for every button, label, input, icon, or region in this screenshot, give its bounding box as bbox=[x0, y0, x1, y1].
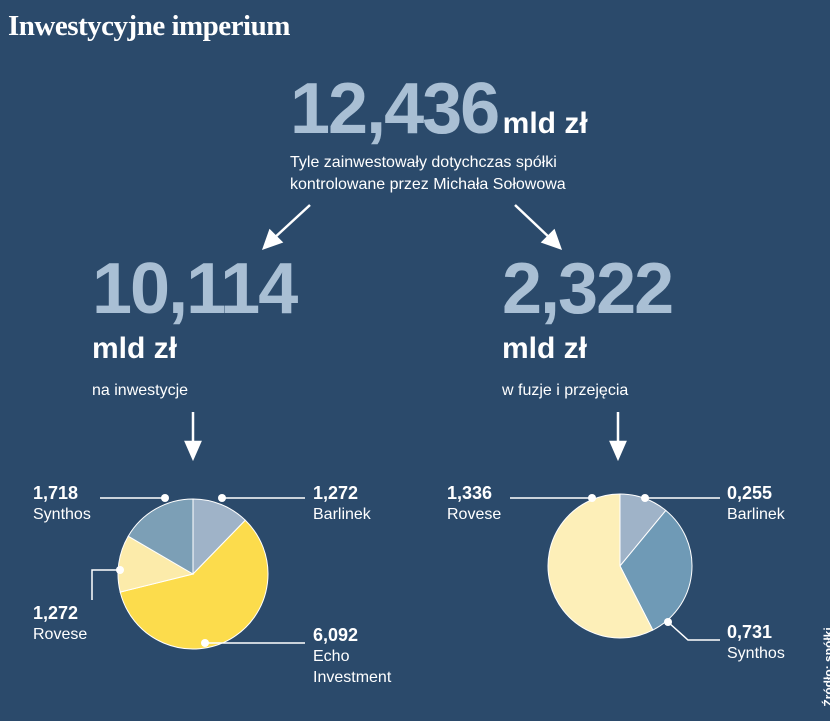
branch-amount: 2,322 bbox=[502, 249, 674, 329]
slice-value: 1,272 bbox=[33, 603, 79, 623]
arrow-head bbox=[609, 440, 627, 462]
description-line: kontrolowane przez Michała Sołowowa bbox=[290, 176, 566, 193]
pie-slice bbox=[117, 535, 195, 593]
arrows bbox=[184, 204, 627, 462]
total-block: 12,436 mld zł bbox=[290, 68, 588, 150]
description-line: Tyle zainwestowały dotychczas spółki bbox=[290, 154, 557, 171]
slice-name: Synthos bbox=[33, 506, 91, 523]
leader-line bbox=[667, 621, 720, 641]
leader-dot bbox=[588, 494, 596, 502]
leader-line bbox=[91, 569, 120, 600]
total-unit: mld zł bbox=[502, 107, 588, 140]
slice-name: Rovese bbox=[33, 626, 88, 643]
leader-dot bbox=[161, 494, 169, 502]
pie-slice bbox=[547, 493, 654, 639]
slice-label: 0,255 Barlinek bbox=[727, 483, 827, 525]
branch-caption: na inwestycje bbox=[92, 382, 189, 399]
slice-value: 6,092 bbox=[313, 625, 359, 645]
pie-slice bbox=[127, 498, 194, 575]
leader-dot bbox=[201, 639, 209, 647]
slice-name: Echo Investment bbox=[313, 648, 392, 686]
description: Tyle zainwestowały dotychczas spółki kon… bbox=[290, 152, 566, 196]
slice-value: 0,255 bbox=[727, 483, 773, 503]
pie-slice bbox=[192, 498, 247, 576]
slice-label: 1,336 Rovese bbox=[447, 483, 547, 525]
slice-label: 0,731 Synthos bbox=[727, 622, 827, 664]
branch-amount: 10,114 bbox=[92, 249, 298, 329]
leader-dot bbox=[116, 566, 124, 574]
arrow-head bbox=[540, 228, 563, 251]
slice-value: 1,336 bbox=[447, 483, 493, 503]
slice-name: Synthos bbox=[727, 645, 785, 662]
arrow bbox=[514, 204, 553, 241]
branch-unit: mld zł bbox=[502, 332, 588, 365]
arrow-head bbox=[184, 440, 202, 462]
slice-name: Barlinek bbox=[727, 506, 785, 523]
slice-label: 1,272 Barlinek bbox=[313, 483, 413, 525]
slice-value: 1,272 bbox=[313, 483, 359, 503]
branch-caption: w fuzje i przejęcia bbox=[502, 382, 629, 399]
arrow bbox=[271, 204, 311, 241]
slice-label: 1,272 Rovese bbox=[33, 603, 133, 645]
slice-name: Rovese bbox=[447, 506, 502, 523]
arrow-head bbox=[261, 228, 284, 251]
slice-value: 1,718 bbox=[33, 483, 79, 503]
slice-name: Barlinek bbox=[313, 506, 371, 523]
branch-unit: mld zł bbox=[92, 332, 178, 365]
total: 12,436 bbox=[290, 69, 500, 149]
leader-dot bbox=[218, 494, 226, 502]
pie-slice bbox=[119, 519, 269, 650]
slice-value: 0,731 bbox=[727, 622, 773, 642]
slice-label: 1,718 Synthos bbox=[33, 483, 133, 525]
leader-dot bbox=[641, 494, 649, 502]
leader-dot bbox=[664, 618, 672, 626]
title: Inwestycyjne imperium bbox=[8, 10, 290, 42]
slice-label: 6,092 Echo Investment bbox=[313, 625, 423, 688]
